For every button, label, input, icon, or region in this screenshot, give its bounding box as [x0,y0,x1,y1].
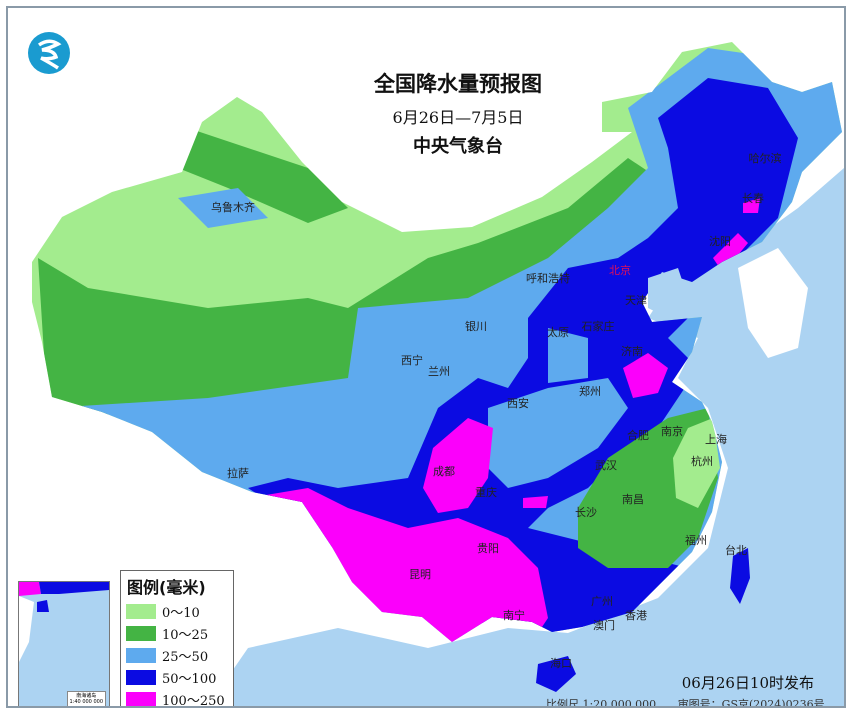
hainan [536,656,576,692]
city-label: 西宁 [401,354,423,367]
zone-100-250-jilin [743,198,760,213]
legend-label: 10～25 [162,627,209,643]
sea [208,168,844,706]
zone-100-250-sichuan [423,418,493,513]
city-label: 昆明 [409,568,431,581]
city-label: 银川 [465,320,487,333]
taiwan [730,548,750,604]
map-frame: 全国降水量预报图 6月26日—7月5日 中央气象台 乌鲁木齐 哈尔滨 长春 沈阳… [6,6,846,708]
legend-swatch [126,691,156,706]
city-label: 南宁 [503,609,525,622]
inset-scale-value: 1:40 000 000 [69,699,104,705]
zone-100-250-shandong [623,353,668,398]
legend-label: 0～10 [162,605,200,621]
korea-land [738,248,808,358]
city-label: 杭州 [691,455,713,468]
zone-10-25-west [38,128,658,418]
legend-item: 100～250 [126,688,233,708]
city-label: 乌鲁木齐 [211,201,255,214]
city-label: 福州 [685,534,707,547]
inset-title: 南海诸岛 [76,693,97,699]
legend-item: 50～100 [126,666,233,688]
south-china-sea-inset: 南海诸岛 1:40 000 000 [18,581,110,706]
zone-0-10-zhejiang [673,418,720,508]
footer: 比例尺 1:20 000 000 审图号：GS京(2024)0236号 [546,696,843,708]
city-label: 海口 [550,657,572,670]
city-label: 澳门 [593,619,615,632]
city-label: 南昌 [622,493,644,506]
precipitation-map [8,8,844,706]
city-label: 长沙 [575,506,597,519]
city-label: 台北 [725,544,747,557]
legend-label: 25～50 [162,649,209,665]
city-label: 兰州 [428,365,450,378]
map-approval-number: 审图号：GS京(2024)0236号 [677,698,825,708]
inset-scale: 南海诸岛 1:40 000 000 [66,691,106,706]
city-label: 贵阳 [477,542,499,555]
city-label: 武汉 [595,459,617,472]
legend-label: 100～250 [162,693,225,708]
city-label: 上海 [705,433,727,446]
legend-swatch [126,647,156,663]
legend-item: 10～25 [126,622,233,644]
city-label: 哈尔滨 [748,152,782,165]
city-label: 呼和浩特 [526,272,570,285]
city-label: 太原 [547,326,569,339]
cma-logo-icon [26,30,72,76]
capital-label: 北京 [609,264,631,277]
legend-item: 0～10 [126,600,233,622]
zone-100-250-yunnan [248,488,548,642]
city-label: 郑州 [579,385,601,398]
city-label: 成都 [433,465,455,478]
city-label: 南京 [661,425,683,438]
map-scale: 比例尺 1:20 000 000 [546,698,657,708]
city-label: 重庆 [475,486,497,499]
zone-50-100 [248,78,798,642]
city-label: 长春 [742,192,764,205]
legend: 图例(毫米) 0～10 10～25 25～50 50～100 100～250 [120,570,234,708]
legend-swatch [126,669,156,685]
bohai-sea [648,268,688,318]
date-range: 6月26日—7月5日 [392,108,524,127]
legend-swatch [126,603,156,619]
legend-label: 50～100 [162,671,217,687]
city-label: 石家庄 [581,320,615,333]
city-label: 合肥 [627,429,649,442]
legend-title: 图例(毫米) [127,578,206,597]
city-label: 天津 [625,294,647,307]
legend-item: 25～50 [126,644,233,666]
organization: 中央气象台 [413,136,503,157]
issue-time: 06月26日10时发布 [681,674,814,692]
legend-swatch [126,625,156,641]
city-label: 拉萨 [227,467,249,480]
zone-25-50-central [488,328,628,488]
city-label: 沈阳 [709,235,731,248]
city-label: 香港 [625,609,647,622]
city-label: 广州 [591,595,613,608]
zone-100-250-guizhou [523,496,548,508]
map-title: 全国降水量预报图 [374,71,542,96]
city-label: 西安 [507,397,529,410]
city-label: 济南 [621,345,643,358]
